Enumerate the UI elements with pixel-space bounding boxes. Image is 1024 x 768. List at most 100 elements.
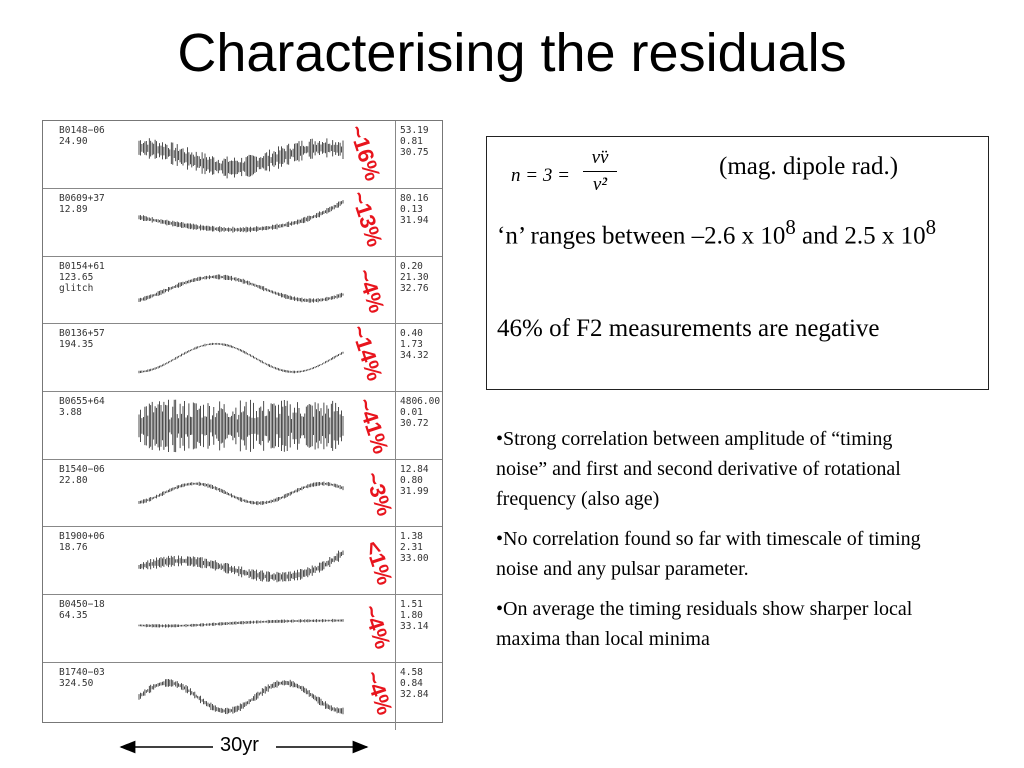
findings-list: •Strong correlation between amplitude of… bbox=[496, 424, 936, 664]
pulsar-strip: B0154+61 123.65 glitch 0.20 21.30 32.76 bbox=[43, 257, 442, 324]
pulsar-name: B0148−06 bbox=[59, 125, 105, 136]
pulsar-value-2: 0.81 bbox=[400, 136, 423, 147]
formula-numerator: ν̈ν bbox=[591, 147, 609, 168]
pulsar-line2: 24.90 bbox=[59, 136, 88, 147]
residual-trace bbox=[138, 200, 344, 233]
pulsar-name: B1900+06 bbox=[59, 531, 105, 542]
pulsar-label: B0136+57 194.35 bbox=[59, 328, 105, 350]
pulsar-label: B0655+64 3.88 bbox=[59, 396, 105, 418]
residual-trace bbox=[138, 481, 344, 506]
pulsar-value-1: 1.51 bbox=[400, 599, 423, 610]
pulsar-value-2: 21.30 bbox=[400, 272, 429, 283]
pulsar-value-2: 1.73 bbox=[400, 339, 423, 350]
pulsar-value-3: 33.00 bbox=[400, 553, 429, 564]
scale-bar bbox=[119, 740, 369, 754]
pulsar-strip: B1540−06 22.80 12.84 0.80 31.99 bbox=[43, 460, 442, 527]
pulsar-values: 53.19 0.81 30.75 bbox=[400, 125, 429, 158]
pulsar-line2: 194.35 bbox=[59, 339, 94, 350]
pulsar-label: B0609+37 12.89 bbox=[59, 193, 105, 215]
strip-divider bbox=[395, 324, 396, 391]
pulsar-label: B1540−06 22.80 bbox=[59, 464, 105, 486]
strip-divider bbox=[395, 392, 396, 459]
pulsar-values: 4806.00 0.01 30.72 bbox=[400, 396, 440, 429]
pulsar-label: B1900+06 18.76 bbox=[59, 531, 105, 553]
pulsar-value-2: 0.01 bbox=[400, 407, 423, 418]
n-range-text: ‘n’ ranges between –2.6 x 108 and 2.5 x … bbox=[497, 211, 977, 252]
pulsar-values: 1.51 1.80 33.14 bbox=[400, 599, 429, 632]
bullet-item: •Strong correlation between amplitude of… bbox=[496, 428, 901, 510]
n-range-exp2: 8 bbox=[925, 215, 937, 239]
pulsar-name: B0609+37 bbox=[59, 193, 105, 204]
scale-label: 30yr bbox=[220, 734, 259, 756]
braking-index-formula: n = 3 = ν̈ν ν̇² bbox=[511, 143, 711, 203]
n-range-mid: and 2.5 x 10 bbox=[795, 222, 926, 250]
pulsar-value-3: 30.72 bbox=[400, 418, 429, 429]
residual-trace bbox=[138, 618, 344, 628]
pulsar-strip: B0655+64 3.88 4806.00 0.01 30.72 bbox=[43, 392, 442, 460]
pulsar-line2: 18.76 bbox=[59, 542, 88, 553]
pulsar-name: B0450−18 bbox=[59, 599, 105, 610]
residual-trace bbox=[138, 550, 344, 583]
strip-divider bbox=[395, 189, 396, 256]
pulsar-strip: B1900+06 18.76 1.38 2.31 33.00 bbox=[43, 527, 442, 595]
pulsar-value-2: 0.84 bbox=[400, 678, 423, 689]
pulsar-strip: B0148−06 24.90 53.19 0.81 30.75 bbox=[43, 121, 442, 189]
pulsar-label: B0154+61 123.65 glitch bbox=[59, 261, 105, 294]
n-range-pre: ‘n’ ranges between –2.6 x 10 bbox=[497, 222, 786, 250]
pulsar-value-3: 31.94 bbox=[400, 215, 429, 226]
n-range-exp1: 8 bbox=[785, 215, 796, 239]
pulsar-value-2: 0.80 bbox=[400, 475, 423, 486]
residual-trace bbox=[138, 138, 344, 179]
pulsar-value-2: 0.13 bbox=[400, 204, 423, 215]
pulsar-value-3: 32.76 bbox=[400, 283, 429, 294]
pulsar-line2: 64.35 bbox=[59, 610, 88, 621]
strip-divider bbox=[395, 663, 396, 730]
pulsar-values: 80.16 0.13 31.94 bbox=[400, 193, 429, 226]
strip-divider bbox=[395, 595, 396, 662]
strip-divider bbox=[395, 121, 396, 188]
residual-trace bbox=[138, 274, 344, 303]
pulsar-values: 0.20 21.30 32.76 bbox=[400, 261, 429, 294]
strip-divider bbox=[395, 257, 396, 323]
timing-residuals-panel: B0148−06 24.90 53.19 0.81 30.75 B0609+37… bbox=[42, 120, 443, 730]
pulsar-value-1: 4.58 bbox=[400, 667, 423, 678]
pulsar-value-1: 1.38 bbox=[400, 531, 423, 542]
pulsar-line2: 3.88 bbox=[59, 407, 82, 418]
pulsar-line2: 324.50 bbox=[59, 678, 94, 689]
pulsar-value-3: 32.84 bbox=[400, 689, 429, 700]
pulsar-value-1: 80.16 bbox=[400, 193, 429, 204]
pulsar-line3: glitch bbox=[59, 283, 94, 294]
pulsar-values: 12.84 0.80 31.99 bbox=[400, 464, 429, 497]
pulsar-label: B1740−03 324.50 bbox=[59, 667, 105, 689]
pulsar-value-3: 34.32 bbox=[400, 350, 429, 361]
pulsar-name: B0655+64 bbox=[59, 396, 105, 407]
pulsar-name: B1540−06 bbox=[59, 464, 105, 475]
strip-divider bbox=[395, 527, 396, 594]
pulsar-line2: 12.89 bbox=[59, 204, 88, 215]
pulsar-value-1: 0.40 bbox=[400, 328, 423, 339]
pulsar-value-1: 53.19 bbox=[400, 125, 429, 136]
slide-title: Characterising the residuals bbox=[177, 23, 847, 83]
pulsar-label: B0148−06 24.90 bbox=[59, 125, 105, 147]
pulsar-name: B0154+61 bbox=[59, 261, 105, 272]
pulsar-value-3: 33.14 bbox=[400, 621, 429, 632]
formula-denominator: ν̇² bbox=[592, 174, 608, 195]
formula-fraction: ν̈ν ν̇² bbox=[583, 147, 617, 196]
strip-divider bbox=[395, 460, 396, 526]
bullet-item: •On average the timing residuals show sh… bbox=[496, 598, 913, 650]
pulsar-value-1: 12.84 bbox=[400, 464, 429, 475]
residual-trace bbox=[138, 679, 344, 715]
residual-trace bbox=[138, 342, 344, 374]
braking-index-box: n = 3 = ν̈ν ν̇² (mag. dipole rad.) ‘n’ r… bbox=[486, 136, 989, 390]
pulsar-line2: 22.80 bbox=[59, 475, 88, 486]
pulsar-value-2: 2.31 bbox=[400, 542, 423, 553]
pulsar-strip: B0136+57 194.35 0.40 1.73 34.32 bbox=[43, 324, 442, 392]
pulsar-values: 1.38 2.31 33.00 bbox=[400, 531, 429, 564]
residual-trace bbox=[138, 399, 344, 453]
pulsar-strip: B0609+37 12.89 80.16 0.13 31.94 bbox=[43, 189, 442, 257]
pulsar-values: 0.40 1.73 34.32 bbox=[400, 328, 429, 361]
pulsar-line2: 123.65 bbox=[59, 272, 94, 283]
bullet-item: •No correlation found so far with timesc… bbox=[496, 528, 921, 580]
pulsar-value-3: 30.75 bbox=[400, 147, 429, 158]
pulsar-name: B1740−03 bbox=[59, 667, 105, 678]
